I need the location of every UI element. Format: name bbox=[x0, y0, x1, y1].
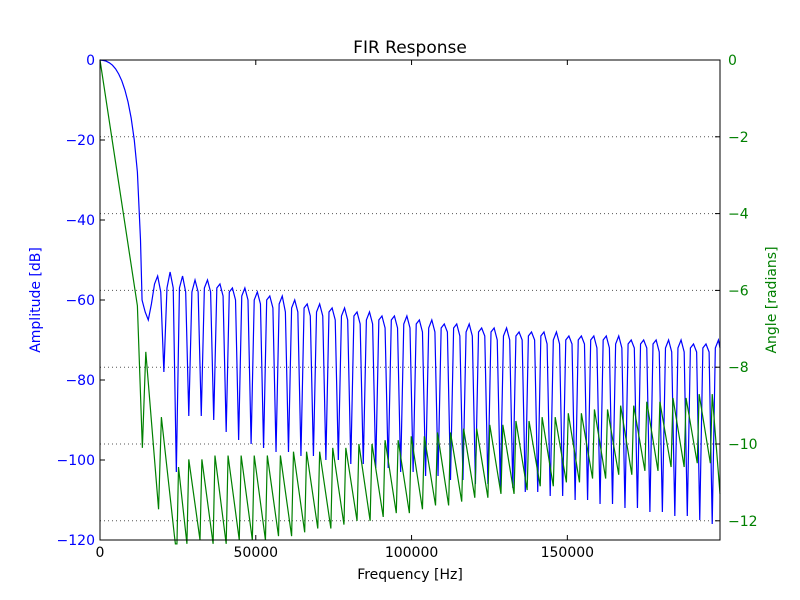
left-y-tick-label: −120 bbox=[57, 533, 95, 549]
right-y-tick-label: −8 bbox=[728, 360, 749, 376]
x-axis-label: Frequency [Hz] bbox=[357, 567, 463, 583]
series-layer bbox=[99, 59, 721, 545]
right-y-tick-label: −2 bbox=[728, 130, 749, 146]
right-y-tick-label: 0 bbox=[728, 53, 737, 69]
left-y-tick-label: −40 bbox=[65, 213, 95, 229]
left-y-axis-label: Amplitude [dB] bbox=[28, 247, 44, 353]
right-y-tick-label: −6 bbox=[728, 283, 749, 299]
left-y-axis-ticks: 0 −20 −40 −60 −80 −100 −120 bbox=[57, 53, 105, 549]
x-tick-label: 100000 bbox=[385, 545, 438, 561]
amplitude-line bbox=[99, 59, 721, 525]
x-tick-label: 50000 bbox=[234, 545, 279, 561]
x-axis-ticks: 0 50000 100000 150000 bbox=[96, 60, 594, 561]
grid-lines bbox=[100, 136, 720, 522]
right-y-tick-label: −10 bbox=[728, 437, 758, 453]
right-y-tick-label: −12 bbox=[728, 514, 758, 530]
left-y-tick-label: −60 bbox=[65, 293, 95, 309]
right-y-axis-label: Angle [radians] bbox=[764, 246, 780, 353]
left-y-tick-label: −100 bbox=[57, 453, 95, 469]
angle-line bbox=[99, 59, 721, 545]
chart-title: FIR Response bbox=[353, 38, 467, 58]
left-y-tick-label: −80 bbox=[65, 373, 95, 389]
right-y-axis-ticks: 0 −2 −4 −6 −8 −10 −12 bbox=[715, 53, 758, 530]
right-y-tick-label: −4 bbox=[728, 207, 749, 223]
left-y-tick-label: −20 bbox=[65, 133, 95, 149]
x-tick-label: 0 bbox=[96, 545, 105, 561]
x-tick-label: 150000 bbox=[541, 545, 594, 561]
left-y-tick-label: 0 bbox=[86, 53, 95, 69]
